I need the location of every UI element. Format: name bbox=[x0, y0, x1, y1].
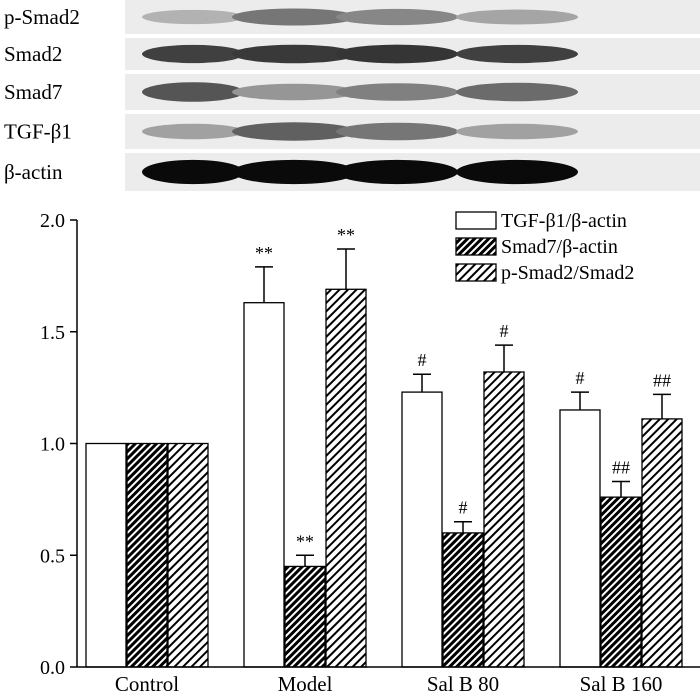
blot-band bbox=[456, 123, 578, 140]
blot-row: β-actin bbox=[4, 153, 700, 191]
blot-row: Smad7 bbox=[4, 74, 700, 110]
blot-band bbox=[336, 83, 458, 101]
significance-label: ## bbox=[653, 370, 671, 390]
blot-row: Smad2 bbox=[4, 38, 700, 70]
blot-band bbox=[456, 44, 578, 64]
blot-row-label: Smad2 bbox=[4, 42, 62, 66]
y-tick-label: 2.0 bbox=[40, 210, 65, 232]
blot-band bbox=[456, 159, 578, 185]
blot-band bbox=[142, 9, 244, 25]
x-category-label: Model bbox=[278, 672, 333, 695]
legend-swatch bbox=[455, 263, 497, 282]
significance-label: ## bbox=[612, 457, 630, 477]
significance-label: ** bbox=[255, 243, 273, 263]
blot-band bbox=[142, 159, 244, 185]
bar bbox=[167, 442, 209, 668]
significance-label: ** bbox=[296, 531, 314, 551]
x-category-label: Sal B 160 bbox=[580, 672, 663, 695]
bar bbox=[483, 371, 525, 668]
blot-band bbox=[142, 44, 244, 64]
blot-row-label: p-Smad2 bbox=[4, 5, 80, 29]
y-tick-label: 0.5 bbox=[40, 545, 65, 567]
y-tick-label: 1.5 bbox=[40, 322, 65, 344]
significance-label: # bbox=[576, 368, 585, 388]
y-tick-label: 0.0 bbox=[40, 657, 65, 679]
bar bbox=[243, 302, 285, 668]
blot-band bbox=[232, 8, 356, 26]
blot-band bbox=[232, 159, 356, 185]
significance-label: ** bbox=[337, 225, 355, 245]
bar bbox=[325, 288, 367, 668]
blot-band bbox=[232, 44, 356, 64]
bar bbox=[559, 409, 601, 668]
bar bbox=[600, 496, 642, 668]
blot-band bbox=[336, 8, 458, 26]
western-blot: p-Smad2 Smad2 Smad7 TGF-β1 β-actin bbox=[4, 0, 700, 191]
blot-band bbox=[142, 82, 244, 102]
blot-band bbox=[456, 9, 578, 25]
legend-label: TGF-β1/β-actin bbox=[501, 210, 627, 232]
blot-band bbox=[456, 82, 578, 102]
bar bbox=[401, 391, 443, 668]
blot-band bbox=[142, 123, 244, 140]
blot-row: p-Smad2 bbox=[4, 0, 700, 34]
bar bbox=[284, 565, 326, 668]
bar bbox=[126, 442, 168, 668]
significance-label: # bbox=[459, 498, 468, 518]
significance-label: # bbox=[500, 321, 509, 341]
y-tick-label: 1.0 bbox=[40, 434, 65, 456]
bar bbox=[442, 532, 484, 668]
blot-row-label: TGF-β1 bbox=[4, 120, 72, 144]
blot-band bbox=[336, 159, 458, 185]
x-category-label: Control bbox=[115, 672, 179, 695]
legend-swatch bbox=[455, 237, 497, 256]
legend-label: Smad7/β-actin bbox=[501, 236, 618, 258]
blot-band bbox=[336, 122, 458, 141]
x-category-label: Sal B 80 bbox=[427, 672, 499, 695]
blot-band bbox=[336, 44, 458, 64]
blot-band bbox=[232, 83, 356, 101]
legend-swatch bbox=[455, 211, 497, 230]
blot-row: TGF-β1 bbox=[4, 114, 700, 149]
blot-row-label: Smad7 bbox=[4, 80, 62, 104]
significance-label: # bbox=[418, 350, 427, 370]
legend-label: p-Smad2/Smad2 bbox=[501, 262, 634, 284]
blot-row-label: β-actin bbox=[4, 160, 63, 184]
blot-band bbox=[232, 122, 356, 141]
bar bbox=[641, 418, 683, 668]
bar bbox=[85, 442, 127, 668]
